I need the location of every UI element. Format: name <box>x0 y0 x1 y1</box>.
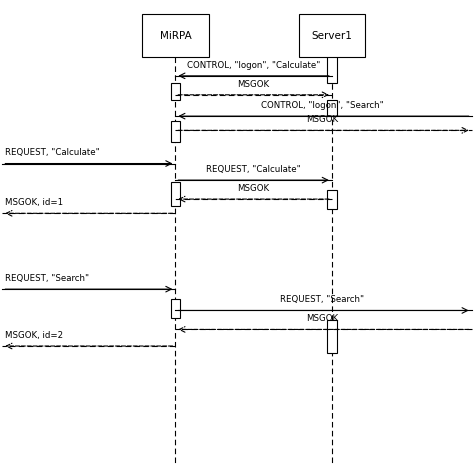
Text: CONTROL, "logon", "Search": CONTROL, "logon", "Search" <box>261 101 383 110</box>
Text: REQUEST, "Search": REQUEST, "Search" <box>5 274 89 283</box>
Text: MiRPA: MiRPA <box>160 30 191 41</box>
Bar <box>327 320 337 353</box>
Text: MSGOK, id=2: MSGOK, id=2 <box>5 331 63 340</box>
Text: MSGOK: MSGOK <box>237 80 270 89</box>
Bar <box>299 14 365 57</box>
Bar <box>171 83 180 100</box>
Bar <box>327 100 337 116</box>
Text: MSGOK: MSGOK <box>237 184 270 193</box>
Bar <box>171 182 180 206</box>
Text: MSGOK: MSGOK <box>306 314 338 323</box>
Bar <box>327 190 337 209</box>
Bar <box>327 55 337 83</box>
Bar <box>171 121 180 142</box>
Text: REQUEST, "Calculate": REQUEST, "Calculate" <box>5 148 100 157</box>
Text: REQUEST, "Search": REQUEST, "Search" <box>280 295 365 304</box>
Text: CONTROL, "logon", "Calculate": CONTROL, "logon", "Calculate" <box>187 61 320 70</box>
Bar <box>171 299 180 318</box>
Bar <box>142 14 209 57</box>
Text: Server1: Server1 <box>311 30 352 41</box>
Text: REQUEST, "Calculate": REQUEST, "Calculate" <box>206 165 301 174</box>
Text: MSGOK: MSGOK <box>306 115 338 124</box>
Text: MSGOK, id=1: MSGOK, id=1 <box>5 198 63 207</box>
